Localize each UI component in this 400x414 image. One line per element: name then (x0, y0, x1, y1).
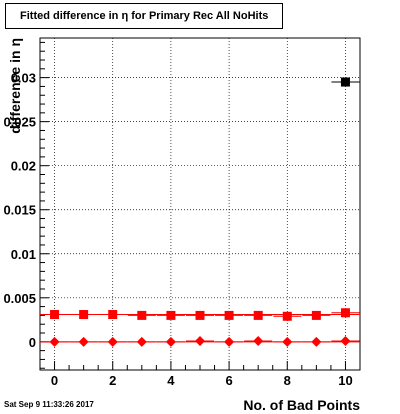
plot-frame (39, 37, 361, 371)
x-tick-label: 0 (51, 373, 58, 388)
data-point (166, 310, 176, 320)
y-axis-label: difference in η (7, 38, 23, 134)
data-point (195, 335, 205, 346)
x-tick-label: 10 (338, 373, 352, 388)
x-tick-label: 8 (284, 373, 291, 388)
y-tick-label: 0 (29, 335, 36, 350)
data-point (137, 310, 147, 320)
data-point (282, 311, 292, 321)
y-tick-label: 0.03 (11, 71, 36, 86)
data-point (340, 77, 350, 87)
data-point (108, 310, 118, 320)
data-point (311, 336, 322, 347)
data-point (79, 310, 89, 320)
y-tick-label: 0.025 (3, 115, 36, 130)
data-point (311, 310, 321, 320)
x-axis-label: No. of Bad Points (243, 397, 360, 413)
data-point (253, 310, 263, 320)
data-point (165, 336, 176, 347)
data-point (78, 336, 89, 347)
data-point (195, 310, 205, 320)
y-tick-label: 0.01 (11, 247, 36, 262)
timestamp: Sat Sep 9 11:33:26 2017 (4, 400, 94, 409)
data-point (253, 335, 264, 346)
chart-title: Fitted difference in η for Primary Rec A… (5, 3, 283, 29)
x-tick-label: 2 (109, 373, 116, 388)
data-point (340, 308, 350, 318)
data-point (340, 335, 351, 346)
data-point (224, 310, 234, 320)
y-tick-label: 0.015 (3, 203, 36, 218)
data-point (50, 310, 60, 320)
chart-title-text: Fitted difference in η for Primary Rec A… (20, 10, 269, 22)
x-tick-label: 4 (167, 373, 175, 388)
y-tick-label: 0.005 (3, 291, 36, 306)
data-point (49, 336, 60, 347)
data-point (107, 336, 118, 347)
y-tick-label: 0.02 (11, 159, 36, 174)
data-point (282, 336, 293, 347)
x-tick-label: 6 (225, 373, 232, 388)
data-point (224, 336, 235, 347)
data-point (136, 336, 147, 347)
